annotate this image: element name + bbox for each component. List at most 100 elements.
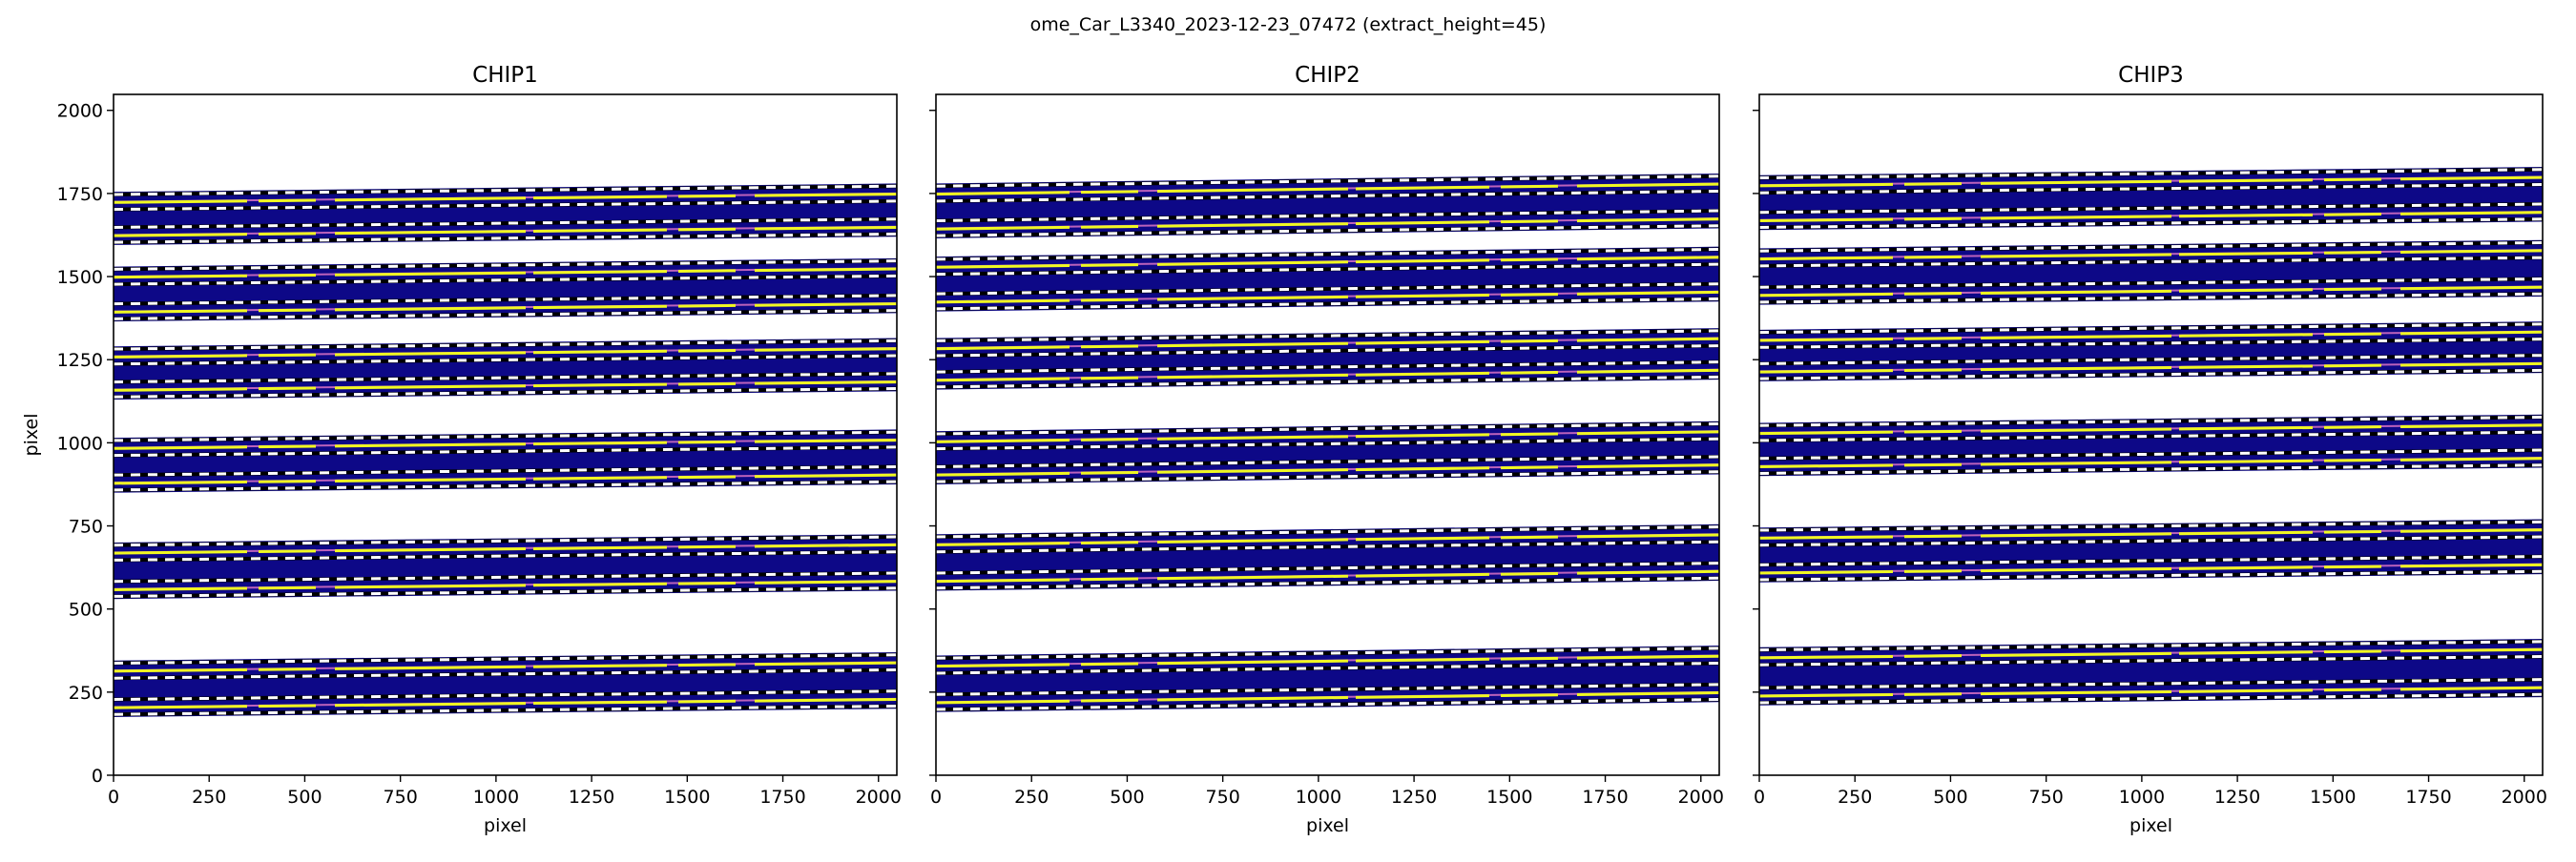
spectrum-trace: [113, 580, 898, 591]
spectrum-trace: [113, 661, 898, 673]
trace-edge-dash: [935, 360, 1720, 374]
spectrum-trace: [935, 290, 1720, 304]
trace-edge-dash: [935, 662, 1720, 675]
trace-edge-dash: [935, 470, 1720, 483]
x-tick-label: 2000: [1678, 787, 1724, 808]
trace-edge-dash: [113, 653, 898, 666]
trace-edge-dash: [113, 480, 898, 492]
trace-edge-dash: [113, 689, 898, 702]
trace-edge-dash: [935, 282, 1720, 296]
trace-edge-dash: [935, 297, 1720, 311]
trace-edge-dash: [1758, 182, 2544, 195]
x-tick-label: 1750: [759, 787, 805, 808]
chip-panel-3: CHIP3 0 250 500 750 1000 1250 1500 1750 2000 pixel: [1753, 63, 2547, 836]
trace-edge-dash: [113, 535, 898, 547]
spectrum-trace: [935, 569, 1720, 584]
spectrum-trace: [935, 463, 1720, 477]
spectrum-trace: [1758, 211, 2544, 222]
y-tick-label: 1500: [57, 267, 103, 288]
x-tick-label: 0: [108, 787, 119, 808]
spectral-order: [935, 421, 1720, 484]
trace-edge-dash: [935, 540, 1720, 554]
x-tick-label: 500: [1933, 787, 1967, 808]
spectrum-trace: [113, 267, 898, 279]
spectral-order: [113, 338, 898, 400]
trace-edge-dash: [935, 224, 1720, 237]
spectrum-trace: [113, 473, 898, 485]
spectrum-trace: [935, 691, 1720, 705]
trace-edge-dash: [113, 199, 898, 212]
x-tick-label: 1250: [2214, 787, 2260, 808]
trace-edge-dash: [935, 375, 1720, 389]
trace-edge-dash: [113, 667, 898, 680]
trace-edge-dash: [935, 525, 1720, 539]
trace-edge-dash: [113, 372, 898, 384]
trace-edge-dash: [935, 189, 1720, 203]
y-tick-label: 250: [69, 683, 103, 704]
panel-title: CHIP3: [2118, 63, 2184, 88]
x-tick-label: 1250: [569, 787, 614, 808]
y-tick-label: 1000: [57, 433, 103, 454]
spectrum-trace: [1758, 563, 2544, 575]
spectrum-trace: [113, 698, 898, 709]
spectral-order: [935, 523, 1720, 591]
trace-edge-dash: [113, 259, 898, 271]
trace-edge-dash: [1758, 555, 2544, 566]
x-tick-label: 1750: [2405, 787, 2451, 808]
y-tick-label: 1750: [57, 184, 103, 205]
spectrum-trace: [113, 302, 898, 314]
trace-edge-dash: [935, 576, 1720, 590]
axes-frame: [1758, 93, 2544, 776]
spectrum-trace: [1758, 249, 2544, 261]
spectrum-trace: [935, 182, 1720, 196]
trace-edge-dash: [935, 437, 1720, 451]
trace-edge-dash: [113, 354, 898, 366]
trace-edge-dash: [113, 232, 898, 244]
x-tick-label: 750: [2029, 787, 2064, 808]
spectral-order: [935, 328, 1720, 390]
trace-edge-dash: [1758, 640, 2544, 652]
trace-edge-dash: [1758, 416, 2544, 427]
x-tick-label: 0: [1754, 787, 1765, 808]
trace-edge-dash: [1758, 168, 2544, 180]
trace-edge-dash: [1758, 202, 2544, 215]
spectral-order: [113, 183, 898, 245]
spectral-order: [1758, 167, 2544, 231]
spectral-order: [113, 534, 898, 600]
spectrum-trace: [1758, 330, 2544, 342]
spectrum-trace: [935, 217, 1720, 231]
trace-edge-dash: [113, 294, 898, 306]
spectrum-trace: [113, 193, 898, 204]
trace-edge-dash: [1758, 692, 2544, 705]
spectrum-trace: [113, 439, 898, 450]
spectrum-trace: [935, 337, 1720, 351]
spectrum-trace: [113, 225, 898, 237]
trace-edge-dash: [1758, 256, 2544, 268]
x-tick-label: 250: [1014, 787, 1049, 808]
x-tick-label: 2000: [856, 787, 902, 808]
spectrum-trace: [1758, 528, 2544, 540]
trace-edge-dash: [113, 445, 898, 458]
x-axis-label: pixel: [1306, 815, 1349, 836]
y-axis-label: pixel: [21, 414, 42, 457]
trace-edge-dash: [935, 683, 1720, 696]
spectrum-trace: [113, 380, 898, 392]
chip-panel-1: CHIP1 0 250 500 750 1000 1250 1500 1750 2000 0 250 5…: [21, 63, 902, 836]
x-tick-label: 750: [384, 787, 418, 808]
trace-edge-dash: [935, 262, 1720, 277]
trace-edge-dash: [113, 217, 898, 229]
trace-edge-dash: [1758, 368, 2544, 380]
x-tick-label: 1500: [1486, 787, 1532, 808]
x-tick-label: 1000: [473, 787, 519, 808]
x-tick-label: 1750: [1582, 787, 1628, 808]
trace-edge-dash: [935, 329, 1720, 342]
spectrum-trace: [935, 368, 1720, 382]
x-tick-label: 500: [1110, 787, 1144, 808]
axes-frame: [113, 93, 898, 776]
x-tick-label: 1500: [2310, 787, 2356, 808]
trace-edge-dash: [113, 550, 898, 562]
trace-edge-dash: [1758, 277, 2544, 289]
spectrum-trace: [1758, 686, 2544, 698]
spectral-order: [1758, 519, 2544, 583]
